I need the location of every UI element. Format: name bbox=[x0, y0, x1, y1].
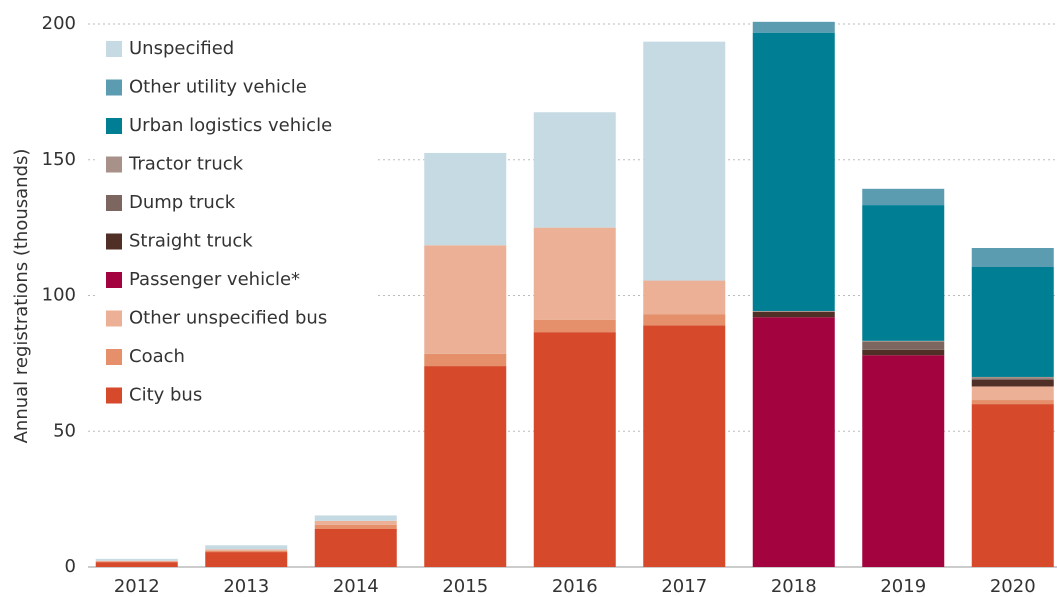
legend-swatch bbox=[106, 79, 122, 96]
legend-swatch bbox=[106, 233, 122, 250]
legend-label: Other unspecified bus bbox=[129, 308, 327, 329]
x-tick-label: 2016 bbox=[552, 576, 598, 597]
bar-segment bbox=[862, 205, 945, 341]
legend-label: Other utility vehicle bbox=[129, 77, 307, 98]
legend-swatch bbox=[106, 195, 122, 211]
bar-segment bbox=[95, 558, 178, 561]
bar-segment bbox=[95, 560, 178, 562]
bar-segment bbox=[862, 188, 945, 206]
legend-label: Urban logistics vehicle bbox=[129, 115, 332, 136]
bar-segment bbox=[643, 41, 726, 281]
bar-segment bbox=[862, 349, 945, 356]
x-tick-label: 2018 bbox=[771, 576, 817, 597]
y-tick-label: 0 bbox=[65, 556, 76, 577]
bar-segment bbox=[752, 311, 835, 318]
bar-segment bbox=[205, 545, 288, 550]
bar-segment bbox=[205, 550, 288, 553]
bar-segment bbox=[314, 515, 397, 521]
legend-label: Coach bbox=[129, 346, 185, 367]
legend-label: Straight truck bbox=[129, 231, 253, 252]
x-tick-label: 2013 bbox=[223, 576, 269, 597]
y-tick-label: 50 bbox=[53, 420, 76, 441]
bar-segment bbox=[533, 112, 616, 228]
x-tick-label: 2017 bbox=[661, 576, 707, 597]
x-tick-label: 2020 bbox=[990, 576, 1036, 597]
x-tick-label: 2012 bbox=[114, 576, 160, 597]
bar-segment bbox=[862, 355, 945, 567]
x-tick-label: 2015 bbox=[442, 576, 488, 597]
legend-label: Unspecified bbox=[129, 38, 234, 59]
y-tick-label: 100 bbox=[42, 285, 76, 306]
bar-segment bbox=[643, 280, 726, 315]
bar-segment bbox=[643, 325, 726, 567]
bar-segment bbox=[971, 379, 1054, 387]
bar-segment bbox=[752, 317, 835, 567]
legend-label: Dump truck bbox=[129, 192, 236, 213]
bar-segment bbox=[643, 314, 726, 326]
legend-swatch bbox=[106, 310, 122, 327]
bar-segment bbox=[752, 21, 835, 33]
bar-segment bbox=[95, 561, 178, 563]
y-axis-label: Annual registrations (thousands) bbox=[11, 149, 32, 444]
y-tick-label: 200 bbox=[42, 13, 76, 34]
bar-segment bbox=[971, 400, 1054, 405]
bar-segment bbox=[971, 376, 1054, 379]
legend-swatch bbox=[106, 156, 122, 173]
bar-segment bbox=[424, 245, 507, 354]
bar-segment bbox=[314, 528, 397, 567]
bar-segment bbox=[314, 520, 397, 525]
legend-swatch bbox=[106, 272, 122, 288]
bar-segment bbox=[424, 152, 507, 246]
y-tick-label: 150 bbox=[42, 149, 76, 170]
bar-segment bbox=[314, 524, 397, 529]
bar-segment bbox=[862, 340, 945, 342]
bar-segment bbox=[971, 266, 1054, 377]
bar-segment bbox=[533, 319, 616, 333]
bar-segment bbox=[424, 353, 507, 367]
bar-segment bbox=[424, 366, 507, 567]
legend-label: City bus bbox=[129, 385, 202, 406]
bar-segment bbox=[533, 332, 616, 567]
x-tick-label: 2014 bbox=[333, 576, 379, 597]
bar-segment bbox=[971, 378, 1054, 380]
legend-background bbox=[96, 30, 378, 412]
bar-segment bbox=[862, 341, 945, 350]
bar-segment bbox=[205, 549, 288, 551]
bar-segment bbox=[752, 32, 835, 311]
bar-segment bbox=[752, 310, 835, 312]
legend-label: Tractor truck bbox=[128, 154, 244, 175]
bar-segment bbox=[533, 227, 616, 320]
bar-segment bbox=[205, 552, 288, 567]
legend-swatch bbox=[106, 118, 122, 134]
x-tick-label: 2019 bbox=[880, 576, 926, 597]
bar-segment bbox=[971, 386, 1054, 401]
bar-segment bbox=[971, 404, 1054, 567]
bar-segment bbox=[95, 562, 178, 567]
legend-swatch bbox=[106, 41, 122, 57]
legend-swatch bbox=[106, 349, 122, 365]
bar-segment bbox=[971, 247, 1054, 267]
legend-label: Passenger vehicle* bbox=[129, 269, 300, 290]
legend-swatch bbox=[106, 387, 122, 404]
